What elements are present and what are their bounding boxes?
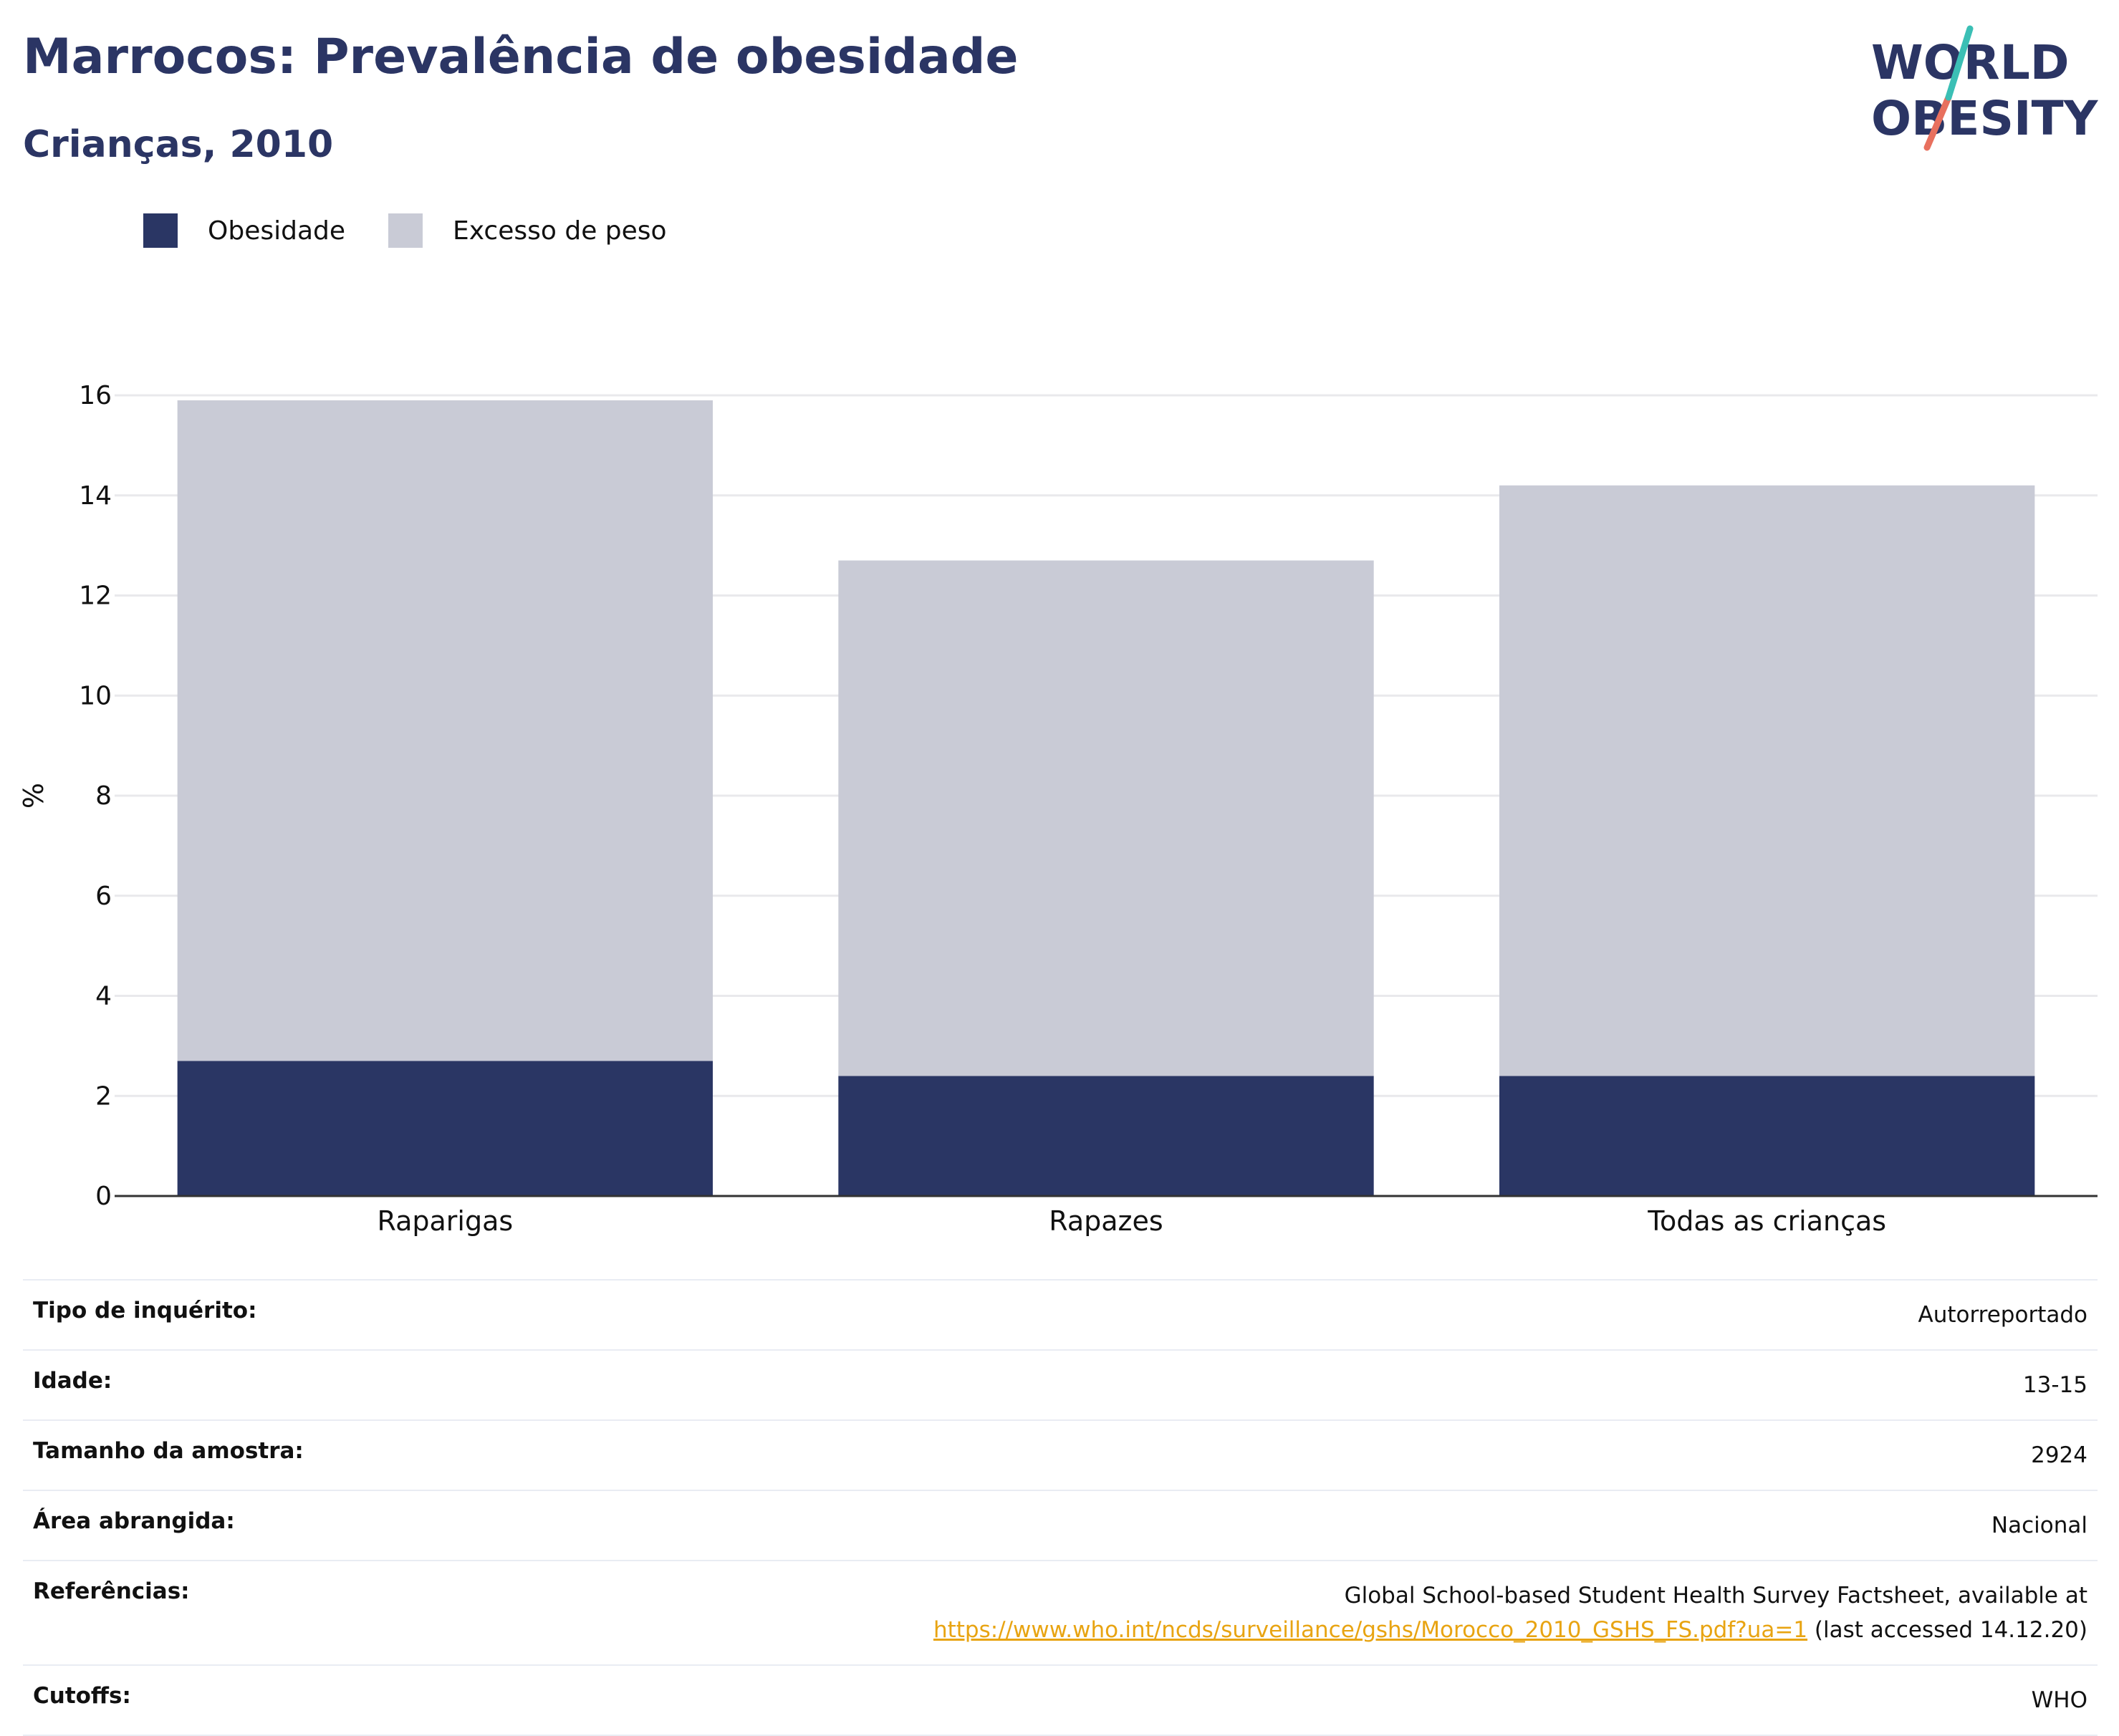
info-table: Tipo de inquérito: Autorreportado Idade:… xyxy=(23,1279,2098,1736)
legend-swatch-obesidade xyxy=(143,213,178,248)
reference-link[interactable]: https://www.who.int/ncds/surveillance/gs… xyxy=(933,1617,1808,1643)
info-label: Tamanho da amostra: xyxy=(33,1438,304,1464)
bar-excesso-de-peso-1[interactable] xyxy=(838,560,1374,1076)
y-tick-label: 16 xyxy=(79,381,112,410)
legend-swatch-excesso-de-peso xyxy=(388,213,423,248)
world-obesity-logo: WORLD OBESITY xyxy=(1871,25,2099,151)
bar-excesso-de-peso-2[interactable] xyxy=(1499,485,2035,1076)
reference-text: Global School-based Student Health Surve… xyxy=(1344,1583,2087,1609)
bar-obesidade-2[interactable] xyxy=(1499,1076,2035,1196)
y-tick-label: 4 xyxy=(95,982,112,1011)
legend-label-excesso-de-peso: Excesso de peso xyxy=(453,216,667,246)
x-category-label: Rapazes xyxy=(1049,1205,1163,1237)
info-row-sample-size: Tamanho da amostra: 2924 xyxy=(23,1420,2098,1490)
bar-excesso-de-peso-0[interactable] xyxy=(177,400,713,1061)
logo-text-obesity: OBESITY xyxy=(1871,91,2099,146)
bar-obesidade-1[interactable] xyxy=(838,1076,1374,1196)
y-tick-label: 0 xyxy=(95,1182,112,1211)
info-row-cutoffs: Cutoffs: WHO xyxy=(23,1665,2098,1735)
logo-slash-coral xyxy=(1923,94,1952,151)
legend-item-excesso-de-peso[interactable]: Excesso de peso xyxy=(388,213,667,248)
info-label: Idade: xyxy=(33,1368,112,1394)
info-row-age: Idade: 13-15 xyxy=(23,1350,2098,1420)
info-label: Tipo de inquérito: xyxy=(33,1298,257,1323)
chart-title: Marrocos: Prevalência de obesidade xyxy=(23,29,1019,85)
info-label: Cutoffs: xyxy=(33,1683,131,1709)
logo-slash-teal xyxy=(1945,25,1974,101)
y-tick-label: 2 xyxy=(95,1081,112,1111)
info-row-survey-type: Tipo de inquérito: Autorreportado xyxy=(23,1280,2098,1350)
legend-label-obesidade: Obesidade xyxy=(208,216,346,246)
chart-legend: Obesidade Excesso de peso xyxy=(143,213,710,248)
info-value: Nacional xyxy=(1991,1513,2087,1538)
info-value: 2924 xyxy=(2031,1442,2087,1468)
legend-item-obesidade[interactable]: Obesidade xyxy=(143,213,345,248)
y-tick-label: 6 xyxy=(95,882,112,911)
info-row-references: Referências: Global School-based Student… xyxy=(23,1561,2098,1665)
y-tick-label: 8 xyxy=(95,781,112,811)
y-axis-label: % xyxy=(18,783,49,809)
y-tick-label: 12 xyxy=(79,582,112,611)
x-category-label: Todas as crianças xyxy=(1647,1205,1886,1237)
info-label: Referências: xyxy=(33,1578,190,1604)
info-value: 13-15 xyxy=(2022,1372,2087,1398)
y-tick-label: 10 xyxy=(79,681,112,710)
y-tick-label: 14 xyxy=(79,481,112,511)
bar-chart: 0 2 4 6 8 10 12 14 16 Raparigas Rapazes Todas as cr… xyxy=(18,381,2098,1237)
info-value: WHO xyxy=(2031,1687,2087,1713)
x-category-label: Raparigas xyxy=(378,1205,514,1237)
info-row-area: Área abrangida: Nacional xyxy=(23,1490,2098,1561)
info-value: Autorreportado xyxy=(1918,1302,2088,1328)
chart-subtitle: Crianças, 2010 xyxy=(23,123,334,166)
info-value-references: Global School-based Student Health Surve… xyxy=(435,1561,2098,1665)
info-label: Área abrangida: xyxy=(33,1508,235,1534)
reference-accessed: (last accessed 14.12.20) xyxy=(1807,1617,2087,1643)
logo-text-world: WORLD xyxy=(1871,35,2070,90)
bar-obesidade-0[interactable] xyxy=(177,1061,713,1196)
